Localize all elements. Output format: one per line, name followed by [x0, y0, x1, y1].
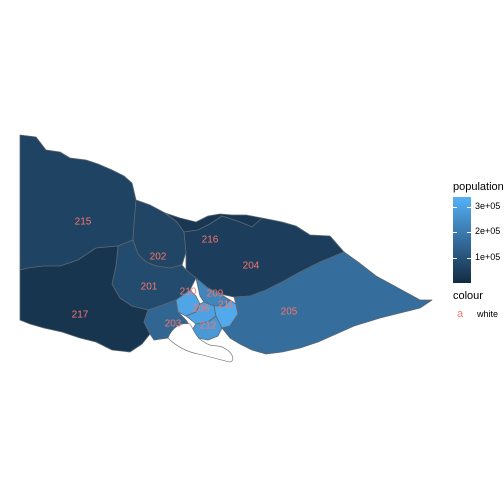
region-label-212: 212 [200, 321, 217, 332]
region-label-202: 202 [150, 252, 167, 263]
region-label-204: 204 [243, 261, 260, 272]
colorbar-tick [453, 207, 457, 208]
region-label-216: 216 [202, 235, 219, 246]
colorbar-tick [467, 232, 471, 233]
region-label-210: 210 [180, 287, 197, 298]
population-colorbar [453, 197, 471, 283]
region-label-206: 206 [193, 304, 210, 315]
colorbar-tick [467, 207, 471, 208]
region-label-209: 209 [207, 289, 224, 300]
regions-layer [19, 134, 433, 355]
colour-legend-key-glyph: a [457, 308, 464, 320]
colour-legend-title: colour [453, 290, 483, 302]
region-label-201: 201 [141, 282, 158, 293]
region-205 [221, 251, 433, 355]
colorbar-tick-label: 1e+05 [475, 252, 501, 262]
region-label-205: 205 [281, 307, 298, 318]
colorbar-tick-label: 3e+05 [475, 201, 501, 211]
port-phillip-bay [167, 323, 234, 363]
region-labels: 215 202 216 204 201 217 210 209 206 211 203 212 205 [72, 217, 298, 332]
colorbar-tick [453, 232, 457, 233]
colorbar-tick [453, 258, 457, 259]
bay-shape [167, 323, 234, 363]
region-label-215: 215 [75, 217, 92, 228]
region-label-203: 203 [165, 319, 182, 330]
colour-legend-key-label: white [477, 309, 499, 319]
population-legend-title: population [453, 181, 504, 193]
region-label-217: 217 [72, 310, 89, 321]
region-label-211: 211 [218, 300, 234, 311]
colorbar-tick-label: 2e+05 [475, 226, 501, 236]
colorbar-tick [467, 258, 471, 259]
